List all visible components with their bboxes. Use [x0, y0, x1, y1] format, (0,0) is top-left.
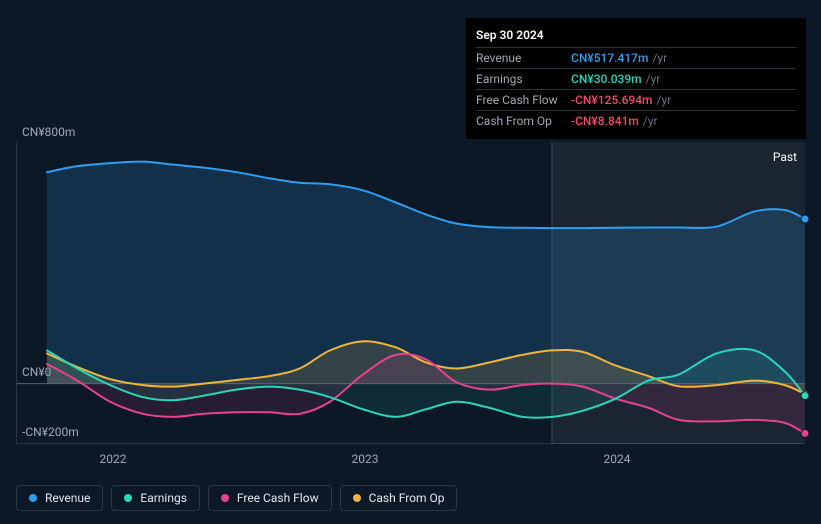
legend-item-fcf[interactable]: Free Cash Flow	[208, 485, 332, 511]
y-tick-max: CN¥800m	[22, 125, 75, 139]
tooltip-label: Earnings	[476, 72, 571, 86]
chart-area[interactable]	[16, 142, 804, 444]
legend-dot	[221, 494, 229, 502]
legend-item-earnings[interactable]: Earnings	[111, 485, 200, 511]
legend-item-cfo[interactable]: Cash From Op	[340, 485, 458, 511]
legend-label: Earnings	[140, 491, 187, 505]
tooltip-unit: /yr	[646, 72, 661, 86]
legend-dot	[353, 494, 361, 502]
legend-dot	[124, 494, 132, 502]
legend-label: Cash From Op	[369, 491, 445, 505]
tooltip-value: -CN¥125.694m	[571, 93, 653, 107]
x-tick-2022: 2022	[100, 452, 127, 466]
legend-item-revenue[interactable]: Revenue	[16, 485, 103, 511]
tooltip-unit: /yr	[652, 51, 667, 65]
tooltip-label: Cash From Op	[476, 114, 571, 128]
tooltip-label: Revenue	[476, 51, 571, 65]
tooltip-value: CN¥30.039m	[571, 72, 642, 86]
chart-tooltip: Sep 30 2024 Revenue CN¥517.417m /yr Earn…	[466, 18, 806, 139]
legend-label: Revenue	[45, 491, 90, 505]
tooltip-value: CN¥517.417m	[571, 51, 648, 65]
legend-label: Free Cash Flow	[237, 491, 319, 505]
chart-legend: Revenue Earnings Free Cash Flow Cash Fro…	[16, 485, 457, 511]
tooltip-row-earnings: Earnings CN¥30.039m /yr	[476, 68, 796, 89]
tooltip-date: Sep 30 2024	[476, 26, 796, 47]
legend-dot	[29, 494, 37, 502]
tooltip-row-revenue: Revenue CN¥517.417m /yr	[476, 47, 796, 68]
x-tick-2024: 2024	[604, 452, 631, 466]
tooltip-row-fcf: Free Cash Flow -CN¥125.694m /yr	[476, 89, 796, 110]
chart-svg	[17, 142, 805, 444]
tooltip-label: Free Cash Flow	[476, 93, 571, 107]
tooltip-unit: /yr	[657, 93, 672, 107]
tooltip-value: -CN¥8.841m	[571, 114, 639, 128]
x-tick-2023: 2023	[352, 452, 379, 466]
tooltip-row-cfo: Cash From Op -CN¥8.841m /yr	[476, 110, 796, 131]
tooltip-unit: /yr	[643, 114, 658, 128]
